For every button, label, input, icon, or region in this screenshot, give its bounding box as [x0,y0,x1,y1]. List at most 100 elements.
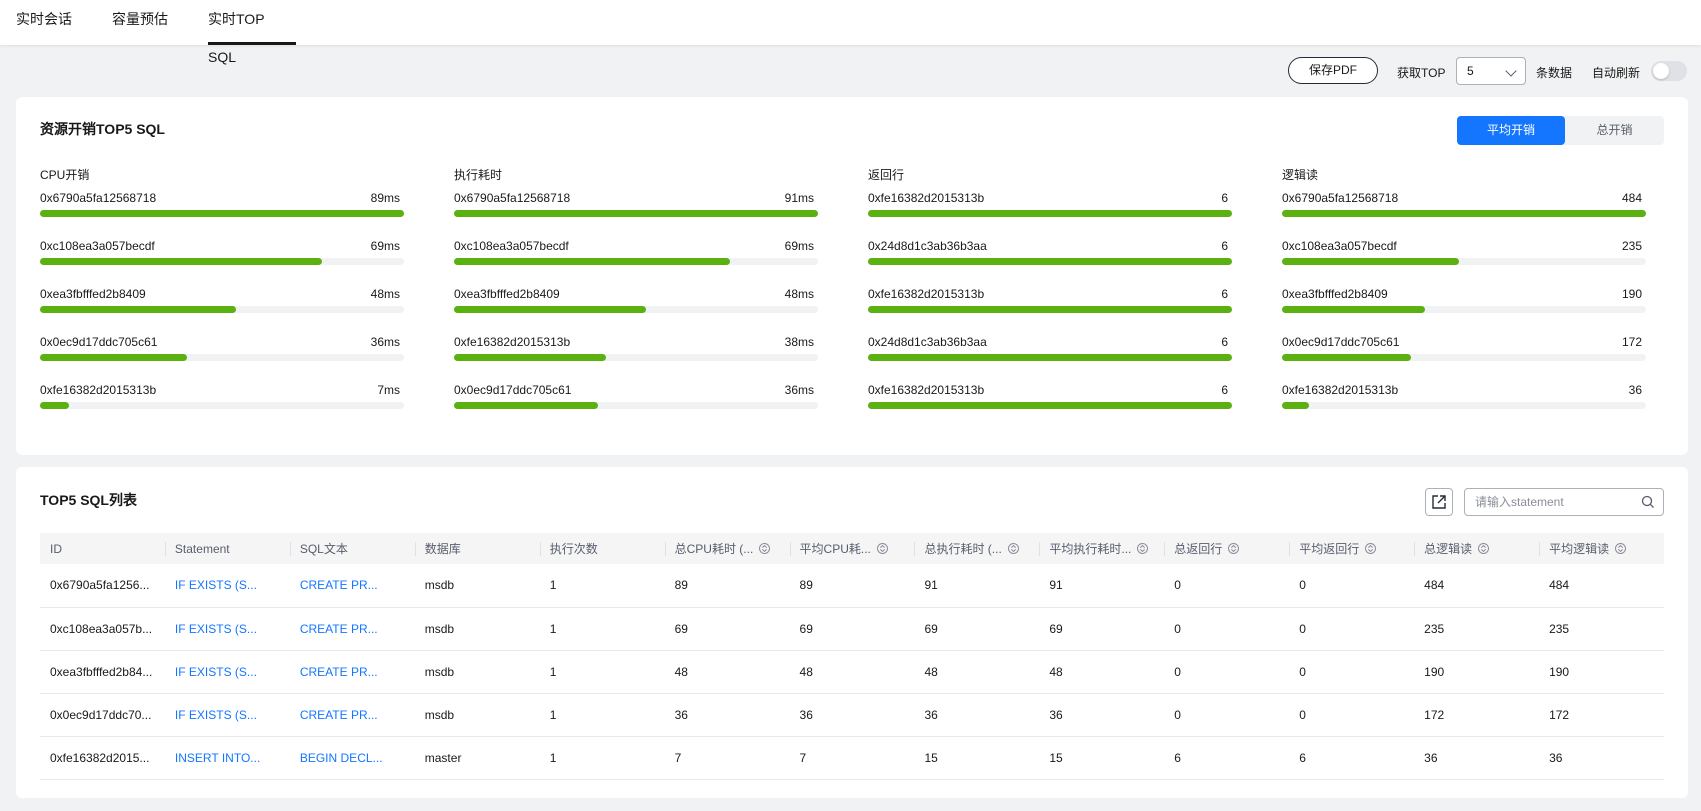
sql-id-label: 0xea3fbfffed2b8409 [40,287,146,301]
table-cell: 36 [914,693,1040,737]
table-cell: 91 [1039,564,1165,608]
bar-fill [454,258,730,265]
column-header[interactable]: 平均执行耗时... [1039,533,1165,564]
metric-bar-row: 0x0ec9d17ddc705c61 36ms [454,374,818,422]
sort-icon[interactable] [1615,542,1627,557]
metric-value-label: 6 [1221,239,1228,253]
table-cell: 1 [539,564,665,608]
table-cell: 69 [1039,607,1165,651]
bar-track [868,402,1232,409]
bar-fill [1282,354,1411,361]
column-header[interactable]: 总执行耗时 (... [914,533,1040,564]
column-header[interactable]: 平均逻辑读 [1539,533,1664,564]
rows-label: 条数据 [1536,66,1573,80]
mode-total-button[interactable]: 总开销 [1596,123,1633,137]
top-count-select[interactable]: 5 [1456,57,1526,85]
sql-id-label: 0x6790a5fa12568718 [454,191,571,205]
table-cell: 0x0ec9d17ddc70... [40,693,165,737]
table-cell: 1 [539,693,665,737]
statement-search-input[interactable] [1475,489,1635,515]
table-cell: 6 [1164,736,1290,780]
sql-id-label: 0x6790a5fa12568718 [40,191,157,205]
table-cell: 36 [1539,736,1664,780]
column-header-label: 数据库 [424,542,461,556]
column-header-label: 总逻辑读 [1424,542,1473,556]
sort-icon[interactable] [876,542,888,557]
bar-track [868,210,1232,217]
sql-text-link[interactable]: BEGIN DECL... [289,736,415,780]
column-divider [789,542,791,556]
export-button[interactable] [1425,488,1453,516]
sql-text-link[interactable]: CREATE PR... [289,607,415,651]
sort-icon[interactable] [1478,542,1490,557]
tab-realtime-top-sql[interactable]: 实时TOP SQL [208,0,296,65]
sort-icon[interactable] [1228,542,1240,557]
table-row: 0xea3fbfffed2b84... IF EXISTS (S... CREATE… [40,650,1664,694]
metric-bar-row: 0xea3fbfffed2b8409 190 [1282,278,1646,326]
metric-bar-row: 0xc108ea3a057becdf 235 [1282,230,1646,278]
metric-bar-row: 0x0ec9d17ddc705c61 172 [1282,326,1646,374]
column-divider [414,542,416,556]
statement-link[interactable]: IF EXISTS (S... [164,564,290,608]
mode-average-button[interactable]: 平均开销 [1457,116,1565,145]
column-header-label: 总返回行 [1174,542,1223,556]
bar-fill [1282,210,1646,217]
top-count-value: 5 [1467,64,1474,78]
sql-text-link[interactable]: CREATE PR... [289,564,415,608]
export-icon [1432,495,1446,509]
statement-link[interactable]: IF EXISTS (S... [164,693,290,737]
bar-track [454,210,818,217]
column-header[interactable]: 总返回行 [1164,533,1290,564]
auto-refresh-toggle[interactable] [1651,61,1687,81]
table-cell: 0 [1289,693,1415,737]
sql-text-link[interactable]: CREATE PR... [289,693,415,737]
bar-track [454,306,818,313]
table-cell: 484 [1414,564,1540,608]
statement-link[interactable]: INSERT INTO... [164,736,290,780]
column-header[interactable]: 平均返回行 [1289,533,1415,564]
bar-fill [40,402,69,409]
statement-search [1464,488,1664,516]
search-icon[interactable] [1641,495,1655,509]
tab-bar: 实时会话 容量预估 实时TOP SQL [0,0,1701,65]
column-divider [1039,542,1041,556]
sql-id-label: 0xfe16382d2015313b [40,383,157,397]
table-cell: 15 [1039,736,1165,780]
bar-track [1282,402,1646,409]
save-pdf-button[interactable]: 保存PDF [1288,57,1378,84]
table-cell: 7 [664,736,790,780]
sort-icon[interactable] [1007,542,1019,557]
column-header-label: 平均逻辑读 [1549,542,1610,556]
table-cell: 172 [1539,693,1664,737]
metric-bar-row: 0xfe16382d2015313b 36 [1282,374,1646,422]
column-header[interactable]: 平均CPU耗... [789,533,915,564]
bar-track [454,258,818,265]
metric-value-label: 69ms [370,239,400,253]
table-cell: msdb [414,693,540,737]
tab-capacity-estimate[interactable]: 容量预估 [112,11,168,27]
statement-link[interactable]: IF EXISTS (S... [164,650,290,694]
table-row: 0x0ec9d17ddc70... IF EXISTS (S... CREATE P… [40,693,1664,737]
sort-icon[interactable] [1137,542,1149,557]
sql-text-link[interactable]: CREATE PR... [289,650,415,694]
sql-id-label: 0xea3fbfffed2b8409 [1282,287,1388,301]
column-header-label: 执行次数 [549,542,598,556]
tab-realtime-session[interactable]: 实时会话 [16,11,72,27]
metric-bar-row: 0xfe16382d2015313b 7ms [40,374,404,422]
metric-value-label: 36 [1628,383,1642,397]
table-cell: 0 [1289,650,1415,694]
column-header-label: Statement [174,541,230,556]
column-header[interactable]: 总CPU耗时 (... [664,533,790,564]
column-header-label: 平均执行耗时... [1049,542,1132,556]
table-header-row: ID Statement SQL文本 数据库 执行次数 总CPU耗时 (... 平均CPU耗… [40,533,1664,564]
column-header[interactable]: 总逻辑读 [1414,533,1540,564]
statement-link[interactable]: IF EXISTS (S... [164,607,290,651]
toggle-knob [1653,63,1669,79]
metric-title: 执行耗时 [454,168,503,182]
sql-id-label: 0x24d8d1c3ab36b3aa [868,239,987,253]
sql-id-label: 0xfe16382d2015313b [868,383,985,397]
sort-icon[interactable] [1365,542,1377,557]
sort-icon[interactable] [759,542,771,557]
bar-track [454,354,818,361]
bar-track [868,306,1232,313]
